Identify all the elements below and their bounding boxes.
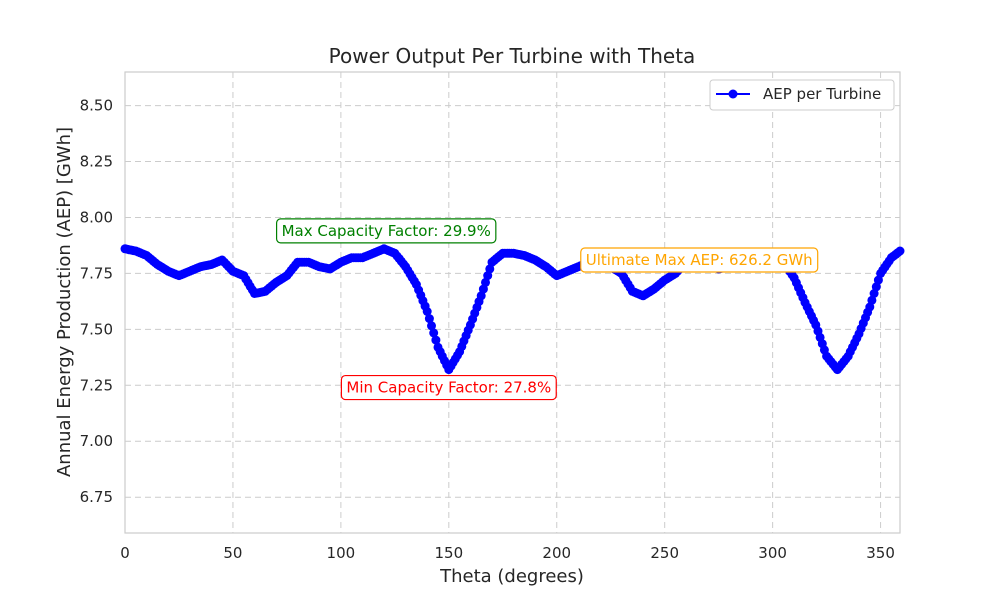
x-axis: 0 50 100 150 200 250 300 350: [120, 544, 895, 562]
legend-box: [709, 79, 895, 111]
x-tick-label: 250: [650, 544, 679, 562]
x-axis-title: Theta (degrees): [439, 566, 584, 587]
annotation-box: [340, 374, 557, 401]
annotation: Min Capacity Factor: 27.8%: [340, 374, 557, 401]
annotation: Ultimate Max AEP: 626.2 GWh: [580, 247, 819, 273]
data-point: [481, 277, 490, 287]
y-tick-label: 7.75: [80, 264, 113, 282]
x-tick-label: 350: [866, 544, 895, 562]
y-tick-label: 7.50: [80, 320, 113, 338]
x-tick-label: 300: [758, 544, 787, 562]
data-point: [429, 328, 439, 338]
annotation-box: [275, 218, 497, 244]
legend: AEP per Turbine: [709, 79, 895, 111]
y-tick-label: 6.75: [80, 488, 113, 506]
data-point: [431, 335, 441, 345]
annotations: Max Capacity Factor: 29.9% Min Capacity F…: [275, 218, 819, 401]
annotation-text: Min Capacity Factor: 27.8%: [346, 379, 551, 397]
y-axis-title: Annual Energy Production (AEP) [GWh]: [54, 127, 75, 477]
annotation-text: Max Capacity Factor: 29.9%: [282, 222, 491, 240]
y-tick-label: 7.25: [80, 376, 113, 394]
y-tick-label: 8.00: [80, 208, 113, 226]
data-point: [895, 246, 905, 256]
data-point: [427, 321, 436, 331]
grid: [124, 72, 900, 533]
plot-frame: [124, 71, 901, 534]
y-axis: 6.75 7.00 7.25 7.50 7.75 8.00 8.25 8.50: [80, 97, 113, 507]
data-point: [867, 295, 877, 305]
legend-marker: [728, 89, 738, 99]
data-point: [424, 314, 434, 324]
chart-title: Power Output Per Turbine with Theta: [329, 44, 696, 68]
annotation-box: [580, 247, 819, 273]
data-point: [422, 307, 432, 316]
y-tick-label: 8.50: [80, 97, 113, 115]
y-tick-label: 7.00: [80, 432, 113, 450]
x-tick-label: 0: [120, 544, 130, 562]
x-tick-label: 100: [327, 544, 356, 562]
legend-label: AEP per Turbine: [763, 85, 881, 103]
annotation-text: Ultimate Max AEP: 626.2 GWh: [586, 251, 813, 269]
x-tick-label: 150: [434, 544, 463, 562]
x-tick-label: 50: [223, 544, 242, 562]
annotation: Max Capacity Factor: 29.9%: [275, 218, 497, 244]
y-tick-label: 8.25: [80, 153, 113, 171]
x-tick-label: 200: [542, 544, 571, 562]
